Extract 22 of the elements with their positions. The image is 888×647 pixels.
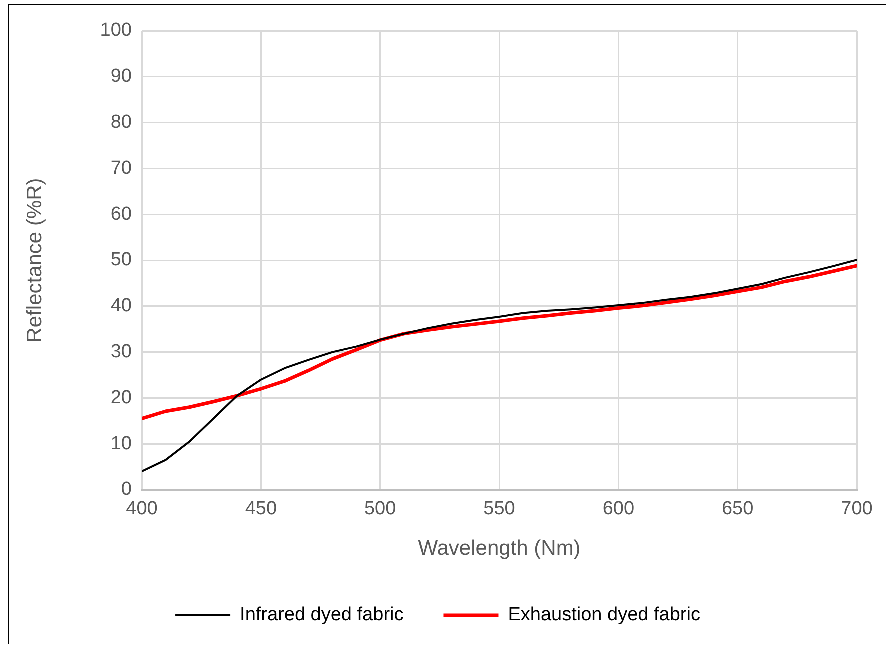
y-tick-label: 0 <box>121 479 132 500</box>
x-axis-title: Wavelength (Nm) <box>418 537 581 560</box>
y-tick-label: 70 <box>110 158 132 179</box>
y-tick-label: 60 <box>110 204 132 225</box>
y-tick-label: 30 <box>110 342 132 363</box>
y-tick-label: 50 <box>110 250 132 271</box>
y-tick-label: 20 <box>110 387 132 408</box>
y-tick-label: 40 <box>110 296 132 317</box>
y-tick-label: 80 <box>110 112 132 134</box>
x-tick-label: 600 <box>602 498 635 520</box>
y-tick-label: 100 <box>100 20 132 42</box>
legend-label: Infrared dyed fabric <box>240 604 404 626</box>
x-tick-label: 700 <box>841 498 873 520</box>
x-tick-label: 650 <box>722 498 754 520</box>
x-tick-label: 550 <box>484 498 516 520</box>
y-tick-label: 90 <box>110 66 132 88</box>
x-tick-label: 500 <box>364 498 396 520</box>
x-tick-label: 400 <box>126 498 158 520</box>
legend-label: Exhaustion dyed fabric <box>508 604 700 626</box>
x-tick-label: 450 <box>245 498 278 520</box>
y-axis-title: Reflectance (%R) <box>23 178 46 343</box>
y-tick-label: 10 <box>110 433 132 454</box>
